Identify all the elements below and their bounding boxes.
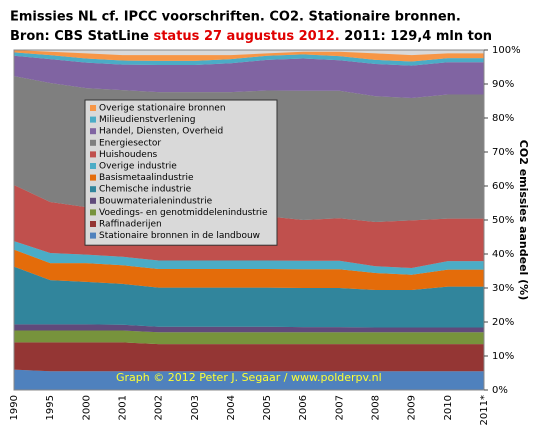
x-tick-label: 2001 [117, 395, 128, 420]
area [14, 342, 484, 372]
legend-label: Overige stationaire bronnen [99, 104, 226, 114]
area [14, 249, 484, 291]
x-tick-label: 2004 [226, 395, 237, 420]
legend-swatch [90, 174, 96, 181]
legend-label: Raffinaderijen [99, 220, 162, 230]
x-tick-label: 2007 [334, 395, 345, 420]
area [14, 324, 484, 333]
y-tick-label: 100% [492, 45, 521, 56]
legend-swatch [90, 163, 96, 169]
legend-swatch [90, 221, 96, 227]
area [14, 50, 484, 62]
legend-box [84, 99, 278, 246]
area [14, 266, 484, 328]
x-tick-label: 2005 [262, 395, 273, 420]
legend-swatch [90, 232, 96, 239]
chart-title: Emissies NL cf. IPCC voorschriften. CO2.… [10, 10, 461, 25]
legend-label: Overige industrie [99, 162, 177, 172]
legend-label: Bouwmaterialenindustrie [99, 196, 213, 206]
y-tick-label: 0% [492, 385, 508, 396]
y-tick-label: 40% [492, 249, 514, 260]
x-tick-label: 2009 [407, 395, 418, 420]
legend-label: Voedings- en genotmiddelenindustrie [99, 208, 268, 218]
legend-label: Milieudienstverlening [99, 115, 195, 125]
subtitle: Bron: CBS StatLine status 27 augustus 20… [10, 29, 492, 44]
y-axis-label: CO2 emissies aandeel (%) [517, 140, 530, 300]
x-tick-label: 2011* [479, 395, 490, 425]
y-tick-label: 80% [492, 113, 514, 124]
area [14, 330, 484, 345]
area [14, 369, 484, 390]
legend-label: Chemische industrie [99, 185, 192, 195]
x-tick-label: 2010 [443, 395, 454, 420]
area [14, 55, 484, 98]
y-tick-label: 20% [492, 317, 514, 328]
legend-swatch [90, 209, 96, 216]
legend-swatch [90, 105, 96, 111]
legend-label: Energiesector [99, 138, 161, 148]
y-tick-label: 60% [492, 181, 514, 192]
area [14, 52, 484, 66]
credit: Graph © 2012 Peter J. Segaar / www.polde… [116, 371, 382, 384]
legend-label: Handel, Diensten, Overheid [99, 127, 223, 137]
legend-label: Stationaire bronnen in de landbouw [99, 231, 260, 241]
x-tick-label: 2003 [190, 395, 201, 420]
y-tick-label: 10% [492, 351, 514, 362]
legend-label: Basismetaalindustrie [99, 173, 194, 183]
x-tick-label: 2002 [154, 395, 165, 420]
x-tick-label: 2008 [371, 395, 382, 420]
x-tick-label: 2006 [298, 395, 309, 420]
legend-label: Huishoudens [99, 150, 158, 160]
legend-swatch [90, 116, 96, 123]
source: Bron: CBS StatLine [10, 29, 149, 44]
legend-swatch [90, 151, 96, 158]
x-tick-label: 1990 [9, 395, 20, 420]
legend-swatch [90, 128, 96, 135]
y-tick-label: 30% [492, 283, 514, 294]
x-tick-label: 2000 [81, 395, 92, 420]
legend-swatch [90, 139, 96, 146]
y-tick-label: 70% [492, 147, 514, 158]
x-tick-label: 1995 [45, 395, 56, 420]
status: status 27 augustus 2012. [153, 29, 339, 44]
total: 2011: 129,4 mln ton [344, 29, 492, 44]
legend-swatch [90, 186, 96, 193]
area [14, 241, 484, 275]
y-tick-label: 50% [492, 215, 514, 226]
legend-swatch [90, 197, 96, 204]
y-tick-label: 90% [492, 79, 514, 90]
